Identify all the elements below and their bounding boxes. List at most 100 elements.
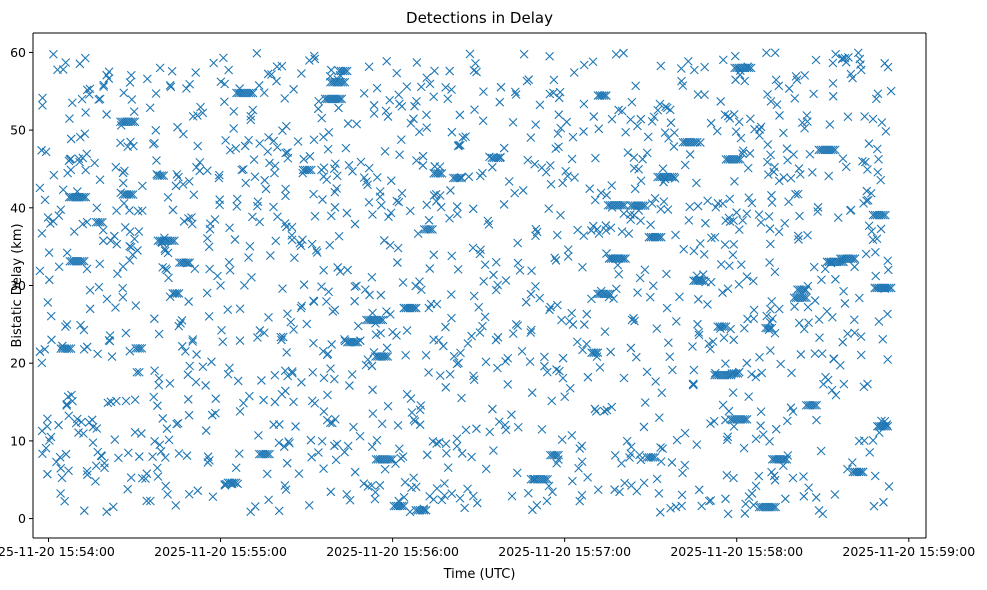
data-point bbox=[685, 202, 695, 212]
data-point bbox=[424, 224, 433, 234]
data-point bbox=[55, 452, 65, 462]
data-point bbox=[395, 150, 404, 160]
data-point bbox=[518, 186, 528, 195]
data-point bbox=[291, 422, 300, 431]
data-point bbox=[552, 365, 561, 374]
data-point bbox=[95, 259, 105, 269]
data-point bbox=[560, 392, 570, 402]
data-point bbox=[46, 311, 56, 321]
data-point bbox=[332, 171, 342, 181]
data-point bbox=[363, 355, 373, 364]
data-point bbox=[177, 316, 187, 325]
data-point bbox=[700, 90, 709, 100]
data-point bbox=[255, 217, 265, 227]
data-point bbox=[742, 415, 752, 424]
data-point bbox=[616, 254, 626, 263]
data-point bbox=[125, 241, 135, 251]
data-point bbox=[663, 338, 673, 348]
data-point bbox=[863, 165, 872, 174]
data-point bbox=[254, 81, 264, 90]
data-point bbox=[504, 177, 514, 186]
data-point bbox=[165, 80, 175, 90]
data-point bbox=[371, 330, 381, 340]
data-point bbox=[302, 319, 312, 329]
data-point bbox=[329, 94, 338, 104]
data-point bbox=[181, 258, 191, 268]
data-point bbox=[364, 62, 374, 72]
data-point bbox=[727, 155, 737, 164]
x-tick-label: 2025-11-20 15:58:00 bbox=[670, 544, 803, 559]
data-point bbox=[636, 114, 646, 124]
data-point bbox=[377, 352, 386, 361]
data-point bbox=[693, 319, 702, 329]
data-point bbox=[330, 202, 340, 212]
data-point bbox=[319, 407, 329, 416]
data-point bbox=[597, 289, 606, 299]
data-point bbox=[373, 455, 383, 464]
data-point bbox=[800, 293, 809, 303]
data-point bbox=[188, 335, 198, 344]
data-point bbox=[123, 484, 133, 494]
data-point bbox=[765, 317, 775, 327]
data-point bbox=[122, 190, 132, 199]
data-point bbox=[415, 420, 425, 430]
data-point bbox=[874, 154, 883, 164]
data-point bbox=[632, 121, 642, 131]
data-point bbox=[229, 124, 239, 133]
data-point bbox=[130, 234, 139, 244]
data-point bbox=[442, 448, 451, 458]
data-point bbox=[128, 190, 138, 199]
data-point bbox=[784, 84, 794, 93]
data-point bbox=[595, 91, 605, 100]
data-point bbox=[37, 426, 47, 436]
data-point bbox=[271, 236, 281, 246]
data-point bbox=[738, 215, 748, 225]
data-point bbox=[593, 485, 603, 495]
data-point bbox=[688, 342, 697, 351]
data-point bbox=[727, 369, 737, 378]
data-point bbox=[540, 361, 549, 371]
data-point bbox=[546, 302, 556, 312]
data-point bbox=[457, 173, 466, 183]
data-point bbox=[437, 495, 447, 505]
data-point bbox=[409, 415, 419, 425]
data-point bbox=[92, 424, 102, 433]
data-point bbox=[68, 396, 77, 406]
x-tick-label: 2025-11-20 15:59:00 bbox=[842, 544, 975, 559]
data-point bbox=[503, 379, 513, 389]
data-point bbox=[159, 171, 169, 181]
data-point bbox=[619, 373, 629, 383]
data-point bbox=[858, 467, 868, 477]
data-point bbox=[406, 118, 416, 128]
data-point bbox=[672, 435, 682, 445]
data-point bbox=[398, 452, 408, 462]
data-point bbox=[105, 336, 115, 346]
data-point bbox=[736, 415, 746, 424]
data-point bbox=[179, 217, 189, 226]
data-point bbox=[513, 238, 523, 248]
data-point bbox=[236, 88, 245, 98]
data-point bbox=[527, 388, 537, 398]
data-point bbox=[604, 292, 614, 302]
data-point bbox=[216, 281, 225, 290]
data-point bbox=[431, 196, 441, 206]
data-point bbox=[480, 260, 490, 270]
data-point bbox=[399, 492, 409, 502]
data-point bbox=[402, 326, 412, 335]
data-point bbox=[740, 415, 750, 424]
data-point bbox=[493, 153, 503, 163]
data-point bbox=[232, 194, 242, 204]
data-point bbox=[765, 502, 774, 512]
data-point bbox=[377, 419, 387, 429]
data-point bbox=[744, 392, 754, 401]
data-point bbox=[370, 315, 380, 325]
data-point bbox=[606, 223, 616, 233]
data-point bbox=[215, 195, 225, 205]
data-point bbox=[263, 69, 273, 79]
data-point bbox=[765, 437, 774, 446]
data-point bbox=[453, 173, 462, 183]
data-point bbox=[178, 179, 188, 189]
data-point bbox=[883, 265, 893, 275]
data-point bbox=[756, 407, 766, 417]
data-point bbox=[873, 89, 883, 99]
